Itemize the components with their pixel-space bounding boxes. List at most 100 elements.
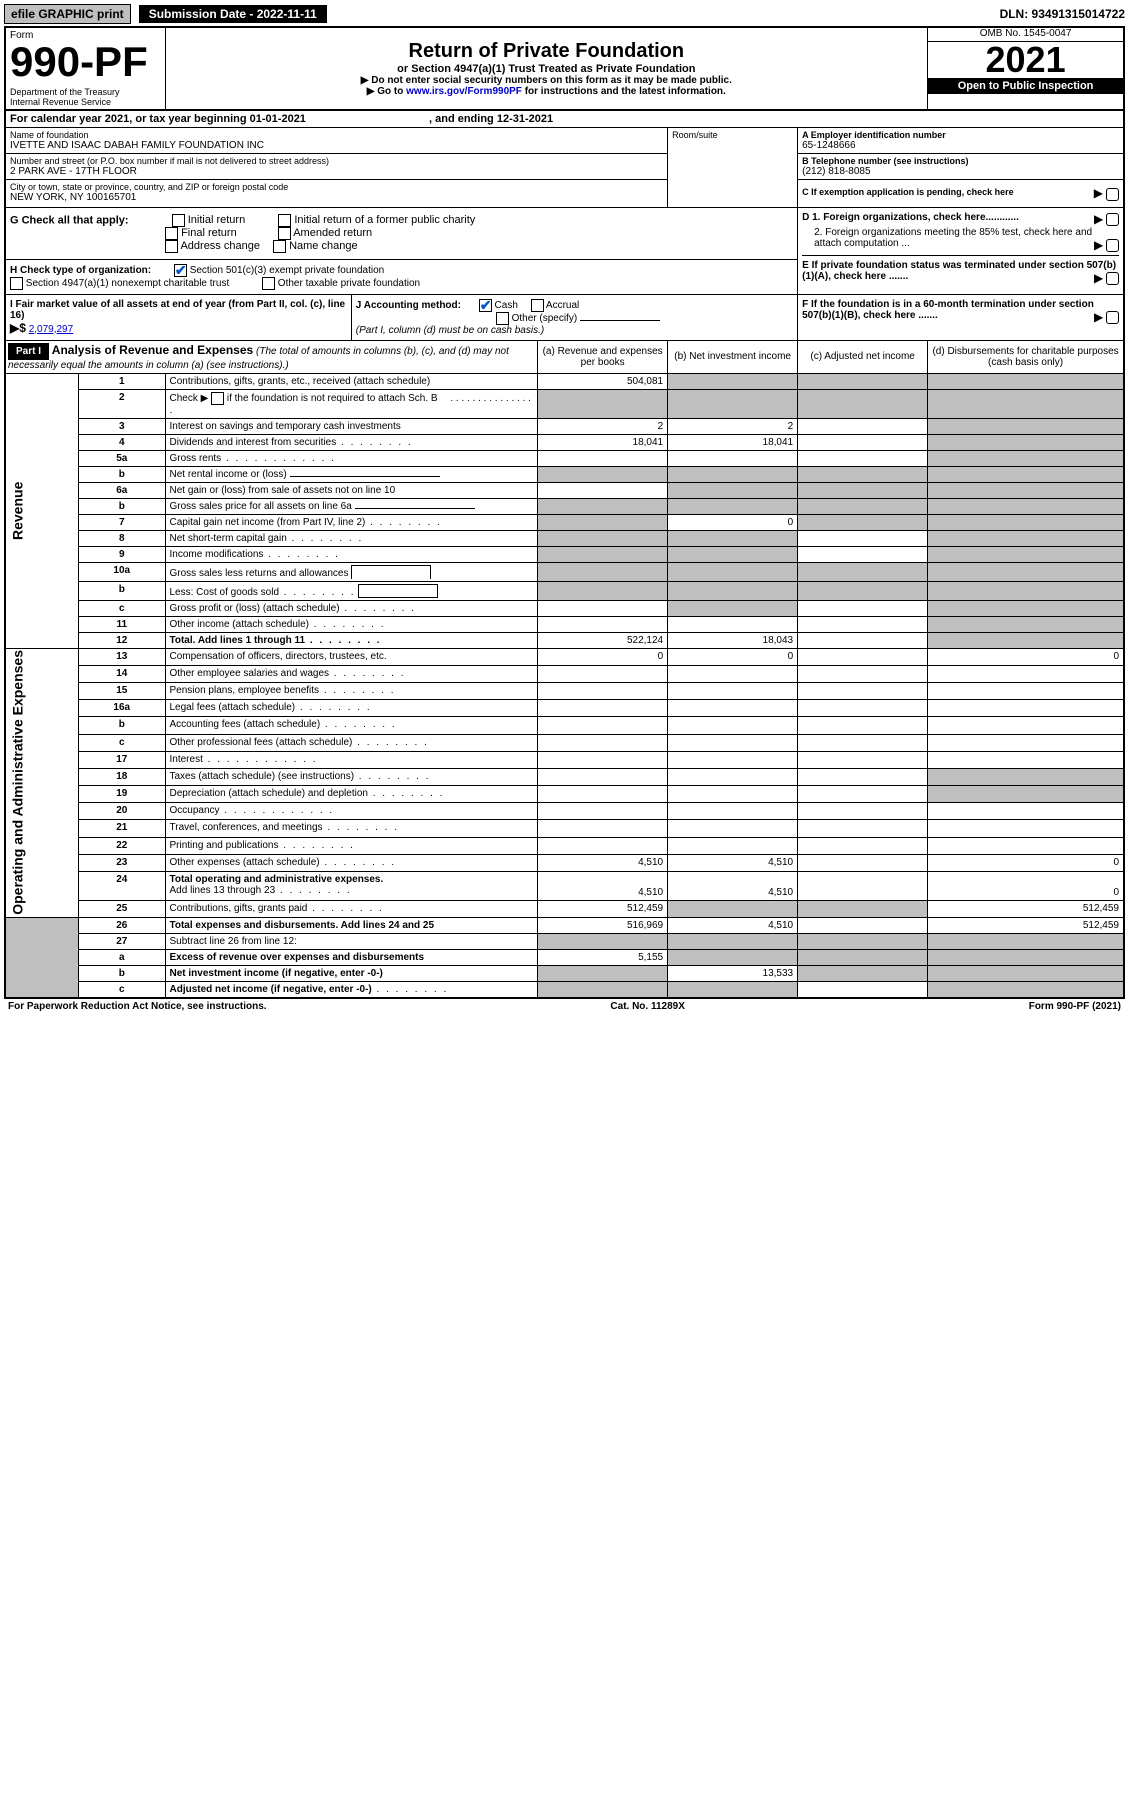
e-checkbox[interactable] [1106, 272, 1119, 285]
c-pending-label: C If exemption application is pending, c… [802, 187, 1014, 197]
submission-date: Submission Date - 2022-11-11 [139, 5, 327, 23]
line-27a: aExcess of revenue over expenses and dis… [5, 950, 1124, 966]
line-24: 24Total operating and administrative exp… [5, 872, 1124, 901]
line-21: 21Travel, conferences, and meetings [5, 820, 1124, 837]
irs-link[interactable]: www.irs.gov/Form990PF [406, 86, 522, 97]
g-addr-change-checkbox[interactable] [165, 240, 178, 253]
line-5a: 5aGross rents [5, 450, 1124, 466]
d2-label: 2. Foreign organizations meeting the 85%… [814, 227, 1092, 249]
form-number: 990-PF [10, 41, 161, 83]
ein-value: 65-1248666 [802, 140, 1119, 151]
line-1: Revenue 1 Contributions, gifts, grants, … [5, 373, 1124, 389]
phone-value: (212) 818-8085 [802, 166, 1119, 177]
line-27c: cAdjusted net income (if negative, enter… [5, 982, 1124, 999]
f-label: F If the foundation is in a 60-month ter… [802, 299, 1094, 321]
line-3: 3Interest on savings and temporary cash … [5, 418, 1124, 434]
pra-notice: For Paperwork Reduction Act Notice, see … [8, 1001, 267, 1012]
h-other-tax-checkbox[interactable] [262, 277, 275, 290]
cat-no: Cat. No. 11289X [610, 1001, 684, 1012]
ein-label: A Employer identification number [802, 130, 1119, 140]
line-23: 23Other expenses (attach schedule) 4,510… [5, 854, 1124, 871]
room-label: Room/suite [672, 130, 793, 140]
line-10c: cGross profit or (loss) (attach schedule… [5, 600, 1124, 616]
line2-checkbox[interactable] [211, 392, 224, 405]
g-initial-checkbox[interactable] [172, 214, 185, 227]
d2-checkbox[interactable] [1106, 239, 1119, 252]
f-checkbox[interactable] [1106, 311, 1119, 324]
dln: DLN: 93491315014722 [1000, 7, 1125, 21]
line-11: 11Other income (attach schedule) [5, 616, 1124, 632]
part1-title: Analysis of Revenue and Expenses [52, 343, 253, 357]
line-6a: 6aNet gain or (loss) from sale of assets… [5, 482, 1124, 498]
foundation-name: IVETTE AND ISAAC DABAH FAMILY FOUNDATION… [10, 140, 663, 151]
h-4947-checkbox[interactable] [10, 277, 23, 290]
col-a-header: (a) Revenue and expenses per books [538, 340, 668, 373]
foundation-city: NEW YORK, NY 100165701 [10, 192, 663, 203]
g-initial-former-checkbox[interactable] [278, 214, 291, 227]
line-6b: bGross sales price for all assets on lin… [5, 498, 1124, 514]
j-cash-checkbox[interactable] [479, 299, 492, 312]
form-table: Form 990-PF Department of the Treasury I… [4, 26, 1125, 999]
form-title: Return of Private Foundation [170, 40, 924, 63]
col-d-header: (d) Disbursements for charitable purpose… [928, 340, 1124, 373]
line-20: 20Occupancy [5, 803, 1124, 820]
instr-no-ssn: ▶ Do not enter social security numbers o… [170, 75, 924, 86]
h-label: H Check type of organization: [10, 265, 151, 276]
line-19: 19Depreciation (attach schedule) and dep… [5, 786, 1124, 803]
line-25: 25Contributions, gifts, grants paid 512,… [5, 901, 1124, 918]
instr-goto: ▶ Go to www.irs.gov/Form990PF for instru… [170, 86, 924, 97]
d1-checkbox[interactable] [1106, 213, 1119, 226]
open-inspection: Open to Public Inspection [928, 78, 1123, 94]
top-bar: efile GRAPHIC print Submission Date - 20… [4, 4, 1125, 24]
line-7: 7Capital gain net income (from Part IV, … [5, 514, 1124, 530]
line-22: 22Printing and publications [5, 837, 1124, 854]
j-note: (Part I, column (d) must be on cash basi… [356, 325, 544, 336]
col-b-header: (b) Net investment income [668, 340, 798, 373]
j-other-checkbox[interactable] [496, 312, 509, 325]
line-14: 14Other employee salaries and wages [5, 665, 1124, 682]
opex-section-label: Operating and Administrative Expenses [5, 648, 79, 918]
j-accrual-checkbox[interactable] [531, 299, 544, 312]
phone-label: B Telephone number (see instructions) [802, 156, 1119, 166]
line-27b: bNet investment income (if negative, ent… [5, 966, 1124, 982]
line-5b: bNet rental income or (loss) [5, 466, 1124, 482]
efile-print-button[interactable]: efile GRAPHIC print [4, 4, 131, 24]
line-2: 2 Check ▶ if the foundation is not requi… [5, 389, 1124, 418]
g-name-change-checkbox[interactable] [273, 240, 286, 253]
line-15: 15Pension plans, employee benefits [5, 682, 1124, 699]
addr-label: Number and street (or P.O. box number if… [10, 156, 663, 166]
line-8: 8Net short-term capital gain [5, 530, 1124, 546]
line-18: 18Taxes (attach schedule) (see instructi… [5, 768, 1124, 785]
g-amended-checkbox[interactable] [278, 227, 291, 240]
i-label: I Fair market value of all assets at end… [10, 299, 345, 321]
fmv-value: 2,079,297 [29, 324, 74, 335]
name-label: Name of foundation [10, 130, 663, 140]
line-27: 27Subtract line 26 from line 12: [5, 934, 1124, 950]
e-label: E If private foundation status was termi… [802, 260, 1116, 282]
g-final-checkbox[interactable] [165, 227, 178, 240]
form-ref: Form 990-PF (2021) [1029, 1001, 1121, 1012]
page-footer: For Paperwork Reduction Act Notice, see … [4, 999, 1125, 1014]
form-subtitle: or Section 4947(a)(1) Trust Treated as P… [170, 63, 924, 75]
part1-tag: Part I [8, 343, 49, 360]
col-c-header: (c) Adjusted net income [798, 340, 928, 373]
revenue-section-label: Revenue [5, 373, 79, 648]
foundation-address: 2 PARK AVE - 17TH FLOOR [10, 166, 663, 177]
g-label: G Check all that apply: [10, 214, 129, 226]
j-label: J Accounting method: [356, 300, 461, 311]
line-17: 17Interest [5, 751, 1124, 768]
c-pending-checkbox[interactable] [1106, 188, 1119, 201]
city-label: City or town, state or province, country… [10, 182, 663, 192]
line-26: 26Total expenses and disbursements. Add … [5, 918, 1124, 934]
tax-year: 2021 [928, 42, 1123, 78]
line-13: Operating and Administrative Expenses 13… [5, 648, 1124, 665]
h-501c3-checkbox[interactable] [174, 264, 187, 277]
line-10b: bLess: Cost of goods sold [5, 581, 1124, 600]
line-16c: cOther professional fees (attach schedul… [5, 734, 1124, 751]
d1-label: D 1. Foreign organizations, check here..… [802, 212, 1019, 223]
line-16a: 16aLegal fees (attach schedule) [5, 700, 1124, 717]
line-12: 12Total. Add lines 1 through 11 522,1241… [5, 632, 1124, 648]
calendar-year-line: For calendar year 2021, or tax year begi… [5, 110, 1124, 128]
line-9: 9Income modifications [5, 546, 1124, 562]
line-10a: 10aGross sales less returns and allowanc… [5, 562, 1124, 581]
